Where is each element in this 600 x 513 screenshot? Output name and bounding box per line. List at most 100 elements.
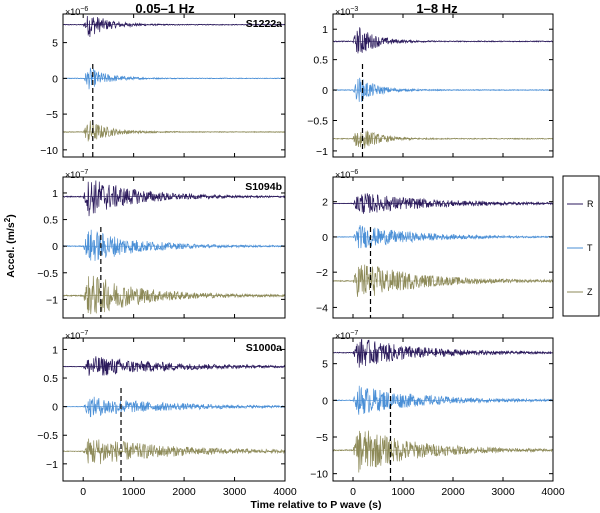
y-exponent-power: −7 [80, 330, 88, 337]
y-tick-label: −1 [46, 459, 58, 471]
y-exponent-base: ×10 [335, 331, 350, 341]
x-tick-label: 1000 [391, 486, 415, 498]
panel-grid: −10−505×10−6S1222a−1−0.500.51×10−3−1−0.5… [37, 6, 565, 498]
column-title-high-band: 1–8 Hz [416, 1, 458, 16]
y-exponent: ×10−7 [335, 330, 358, 341]
y-exponent-base: ×10 [65, 331, 80, 341]
panel-frame [62, 337, 286, 482]
panel-frame [62, 13, 286, 158]
panel-frame [332, 13, 554, 158]
y-tick-label: −10 [310, 469, 328, 481]
legend-box [562, 175, 600, 317]
trace-T [333, 77, 553, 102]
trace-T [333, 225, 553, 249]
y-tick-label: −0.5 [37, 268, 58, 280]
x-tick-label: 4000 [541, 486, 565, 498]
y-tick-label: 0.5 [313, 55, 328, 67]
y-tick-label: −10 [40, 145, 58, 157]
y-exponent-base: ×10 [335, 7, 350, 17]
y-tick-label: 0 [52, 402, 58, 414]
y-tick-label: −1 [316, 146, 328, 158]
y-tick-label: 0 [52, 73, 58, 85]
x-tick-label: 2000 [172, 486, 196, 498]
trace-Z [63, 275, 285, 315]
y-exponent-power: −7 [350, 330, 358, 337]
y-axis-label: Accel. (m/s2) [3, 214, 17, 277]
y-axis-label-sup: 2 [3, 217, 12, 222]
trace-R [63, 180, 285, 217]
y-tick-label: 0.5 [43, 373, 58, 385]
y-tick-label: −0.5 [37, 430, 58, 442]
panel-2-0: 0 1000 2000 3000 4000 −1 −0.5 0 0.5 1 ×10−7 S1000a [37, 330, 297, 498]
y-tick-label: 5 [52, 38, 58, 50]
y-exponent: ×10−6 [335, 169, 358, 180]
legend-label-Z: Z [587, 287, 593, 297]
panel-1-1: −4 −2 0 2 ×10−6 [316, 169, 554, 319]
y-tick-label: −2 [316, 267, 328, 279]
panel-frame [332, 176, 554, 319]
x-tick-label: 1000 [122, 486, 146, 498]
y-tick-label: 0 [52, 241, 58, 253]
panel-1-0: −1 −0.5 0 0.5 1 ×10−7 S1094b [37, 169, 286, 319]
panel-frame [332, 337, 554, 482]
legend-label-R: R [587, 199, 594, 209]
panel-0-0: −10 −5 0 5 ×10−6 S1222a [40, 6, 286, 158]
x-axis-label: Time relative to P wave (s) [251, 499, 382, 511]
y-tick-label: 0 [322, 395, 328, 407]
panel-frame [62, 176, 286, 319]
trace-R [63, 356, 285, 376]
y-tick-label: −1 [46, 294, 58, 306]
trace-Z [63, 438, 285, 465]
y-exponent: ×10−6 [65, 6, 88, 17]
y-tick-label: −5 [46, 109, 58, 121]
y-tick-label: 1 [52, 344, 58, 356]
y-exponent-base: ×10 [65, 170, 80, 180]
x-tick-label: 0 [350, 486, 356, 498]
y-exponent-base: ×10 [335, 170, 350, 180]
trace-T [63, 67, 285, 90]
trace-Z [63, 120, 285, 142]
trace-T [333, 385, 553, 415]
trace-R [333, 338, 553, 368]
column-title-low-band: 0.05–1 Hz [135, 1, 195, 16]
y-tick-label: −4 [316, 302, 328, 314]
y-tick-label: 1 [322, 24, 328, 36]
y-exponent-base: ×10 [65, 7, 80, 17]
y-tick-label: 0 [322, 232, 328, 244]
y-tick-label: 1 [52, 188, 58, 200]
x-tick-label: 3000 [491, 486, 515, 498]
trace-R [333, 193, 553, 214]
y-tick-label: 2 [322, 197, 328, 209]
y-tick-label: 0.5 [43, 215, 58, 227]
y-exponent-power: −6 [80, 6, 88, 13]
legend-label-T: T [587, 243, 593, 253]
y-exponent-power: −3 [350, 6, 358, 13]
trace-Z [333, 264, 553, 297]
trace-Z [333, 130, 553, 149]
y-tick-label: −0.5 [307, 115, 328, 127]
trace-T [63, 396, 285, 418]
x-tick-label: 2000 [441, 486, 465, 498]
y-axis-label-close: ) [5, 214, 17, 218]
y-exponent: ×10−7 [65, 330, 88, 341]
station-label: S1000a [246, 342, 282, 354]
station-label: S1222a [246, 18, 282, 30]
y-tick-label: 5 [322, 359, 328, 371]
panel-0-1: −1 −0.5 0 0.5 1 ×10−3 [307, 6, 554, 158]
y-axis-label-main: Accel. (m/s [5, 222, 17, 278]
x-tick-label: 0 [80, 486, 86, 498]
y-exponent-power: −6 [350, 169, 358, 176]
trace-T [63, 229, 285, 261]
y-exponent: ×10−7 [65, 169, 88, 180]
legend: R T Z [562, 175, 600, 317]
trace-Z [333, 430, 553, 473]
x-tick-label: 4000 [273, 486, 297, 498]
panel-2-1: 0 1000 2000 3000 4000 −10 −5 0 5 ×10−7 [310, 330, 565, 498]
y-exponent: ×10−3 [335, 6, 358, 17]
trace-R [333, 27, 553, 54]
x-tick-label: 3000 [223, 486, 247, 498]
y-tick-label: −5 [316, 432, 328, 444]
station-label: S1094b [245, 181, 282, 193]
y-tick-label: 0 [322, 85, 328, 97]
